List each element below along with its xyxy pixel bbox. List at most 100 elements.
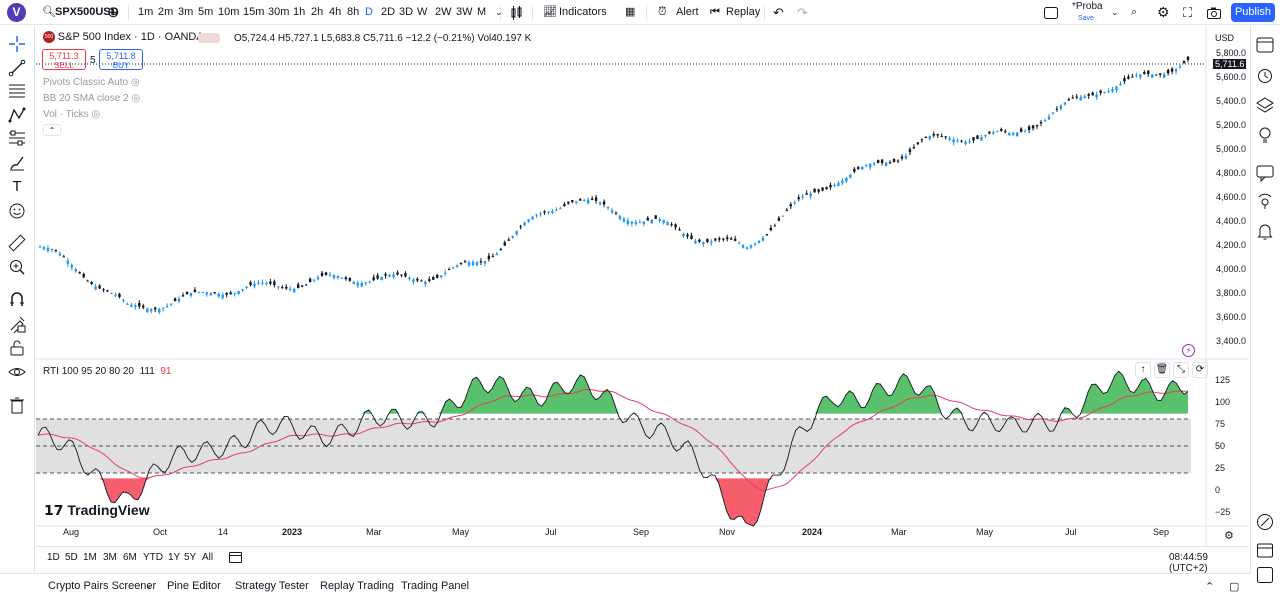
interval-2w[interactable]: 2W xyxy=(435,6,452,18)
tradingview-logo[interactable]: V xyxy=(7,3,26,22)
delete-pane-icon[interactable]: 🗑︎ xyxy=(1154,362,1170,378)
eye-hidden-icon[interactable]: ◎ xyxy=(131,93,141,104)
eye-hidden-icon[interactable]: ◎ xyxy=(91,109,101,120)
range-all[interactable]: All xyxy=(202,552,214,563)
trash-icon[interactable] xyxy=(8,396,26,414)
replay-button[interactable]: Replay xyxy=(726,6,761,18)
interval-w[interactable]: W xyxy=(417,6,428,18)
interval-3d[interactable]: 3D xyxy=(399,6,414,18)
interval-m[interactable]: M xyxy=(477,6,487,18)
symbol-legend[interactable]: 500 S&P 500 Index · 1D · OANDA xyxy=(43,31,204,44)
range-3m[interactable]: 3M xyxy=(103,552,117,563)
lightning-icon[interactable]: ⚡︎ xyxy=(1182,344,1195,357)
alert-clock-icon[interactable]: ⏰︎ xyxy=(658,6,667,18)
crosshair-icon[interactable] xyxy=(8,35,26,53)
tab-trading-panel[interactable]: Trading Panel xyxy=(401,580,470,592)
indicators-button[interactable]: Indicators xyxy=(559,6,607,18)
streams-icon[interactable] xyxy=(1256,192,1274,210)
tab-strategy-tester[interactable]: Strategy Tester xyxy=(235,580,309,592)
ruler-icon[interactable] xyxy=(8,234,26,252)
chat-icon[interactable] xyxy=(1256,164,1274,183)
maximize-pane-icon[interactable]: ⤡ xyxy=(1173,362,1189,378)
publish-button[interactable]: Publish xyxy=(1231,3,1275,22)
range-1m[interactable]: 1M xyxy=(83,552,97,563)
layout-save-label[interactable]: Save xyxy=(1078,15,1094,22)
lock-drawing-icon[interactable] xyxy=(8,315,26,334)
watchlist-icon[interactable] xyxy=(1256,36,1274,54)
templates-grid-icon[interactable]: ▦ xyxy=(625,6,636,18)
clock-timezone[interactable]: 08:44:59 (UTC+2) xyxy=(1169,552,1208,574)
fib-retracement-icon[interactable] xyxy=(8,82,26,100)
interval-2d[interactable]: 2D xyxy=(381,6,396,18)
interval-30m[interactable]: 30m xyxy=(268,6,290,18)
indicator-pivots[interactable]: Pivots Classic Auto ◎ xyxy=(43,77,140,88)
notifications-bell-icon[interactable] xyxy=(1256,222,1274,240)
buy-button[interactable]: 5,711.8 BUY xyxy=(99,49,143,70)
tab-replay-trading[interactable]: Replay Trading xyxy=(320,580,394,592)
brush-icon[interactable] xyxy=(8,154,26,172)
indicators-icon[interactable]: 📈︎ xyxy=(543,6,557,18)
interval-2h[interactable]: 2h xyxy=(311,6,324,18)
rti-legend[interactable]: RTI 100 95 20 80 20 111 91 xyxy=(43,366,171,377)
layout-chevron-icon[interactable]: ⌄ xyxy=(1111,7,1119,17)
pattern-icon[interactable] xyxy=(8,106,26,124)
range-ytd[interactable]: YTD xyxy=(143,552,163,563)
interval-4h[interactable]: 4h xyxy=(329,6,342,18)
undo-icon[interactable]: ↶ xyxy=(773,5,784,20)
move-pane-up-icon[interactable]: ↑ xyxy=(1135,362,1151,378)
currency-label[interactable]: USD xyxy=(1215,33,1235,43)
maximize-panel-icon[interactable]: ▢ xyxy=(1229,581,1240,593)
settings-gear-icon[interactable]: ⚙ xyxy=(1157,4,1170,20)
interval-2m[interactable]: 2m xyxy=(158,6,174,18)
prediction-tools-icon[interactable] xyxy=(8,129,26,147)
alert-button[interactable]: Alert xyxy=(676,6,699,18)
compare-add-icon[interactable]: ⊕ xyxy=(107,4,120,21)
axis-settings-gear-icon[interactable]: ⚙ xyxy=(1224,530,1234,542)
range-5d[interactable]: 5D xyxy=(65,552,78,563)
interval-3w[interactable]: 3W xyxy=(456,6,473,18)
interval-5m[interactable]: 5m xyxy=(198,6,214,18)
range-1y[interactable]: 1Y xyxy=(168,552,181,563)
range-6m[interactable]: 6M xyxy=(123,552,137,563)
interval-1m[interactable]: 1m xyxy=(138,6,154,18)
redo-icon[interactable]: ↷ xyxy=(797,5,808,20)
screener-chevron-icon[interactable]: ⌄ xyxy=(145,580,153,590)
sell-button[interactable]: 5,711.3 SELL xyxy=(42,49,86,70)
interval-15m[interactable]: 15m xyxy=(243,6,265,18)
interval-dropdown-chevron-icon[interactable]: ⌄ xyxy=(495,7,503,17)
eye-hidden-icon[interactable]: ◎ xyxy=(130,77,140,88)
tab-pine-editor[interactable]: Pine Editor xyxy=(167,580,221,592)
fullscreen-icon[interactable]: ⛶ xyxy=(1183,5,1193,20)
text-tool-icon[interactable]: T xyxy=(12,178,22,195)
layers-icon[interactable] xyxy=(1256,96,1274,114)
eye-visibility-icon[interactable] xyxy=(8,363,26,381)
layout-name[interactable]: *Proba xyxy=(1072,1,1103,12)
help-icon[interactable] xyxy=(1256,566,1274,584)
tab-crypto-pairs-screener[interactable]: Crypto Pairs Screener xyxy=(48,580,157,592)
indicator-vol[interactable]: Vol · Ticks ◎ xyxy=(43,109,100,120)
zoom-in-icon[interactable] xyxy=(8,258,26,276)
collapse-legend-chevron-icon[interactable]: ⌃ xyxy=(43,124,61,136)
interval-1h[interactable]: 1h xyxy=(293,6,306,18)
quick-search-icon[interactable]: ⌕ xyxy=(1131,6,1138,18)
price-chart[interactable] xyxy=(36,26,1249,546)
goto-date-icon[interactable] xyxy=(229,551,243,564)
drawing-object-tree-icon[interactable] xyxy=(1256,513,1274,531)
range-1d[interactable]: 1D xyxy=(47,552,60,563)
magnet-icon[interactable] xyxy=(8,290,26,308)
ideas-bulb-icon[interactable] xyxy=(1256,126,1274,144)
alerts-clock-icon[interactable] xyxy=(1256,66,1274,84)
calendar-icon[interactable] xyxy=(1256,541,1274,559)
restore-pane-icon[interactable]: ⟳ xyxy=(1192,362,1208,378)
interval-10m[interactable]: 10m xyxy=(218,6,240,18)
interval-3m[interactable]: 3m xyxy=(178,6,194,18)
replay-icon[interactable]: ⏮ xyxy=(710,6,720,18)
symbol-search[interactable]: SPX500USD xyxy=(55,6,119,18)
expand-panel-chevron-icon[interactable]: ⌃ xyxy=(1205,581,1215,593)
lock-icon[interactable] xyxy=(8,339,26,357)
interval-d[interactable]: D xyxy=(365,6,373,18)
interval-8h[interactable]: 8h xyxy=(347,6,360,18)
emoji-icon[interactable] xyxy=(8,202,26,220)
trend-line-icon[interactable] xyxy=(8,59,26,77)
search-icon[interactable]: 🔍︎ xyxy=(42,6,56,18)
